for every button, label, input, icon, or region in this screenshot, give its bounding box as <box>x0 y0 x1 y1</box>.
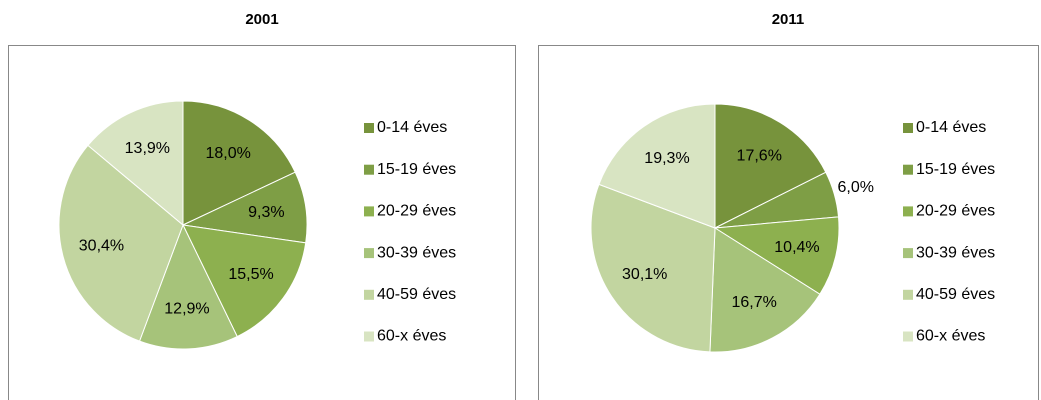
legend-swatch <box>903 206 913 217</box>
data-label: 6,0% <box>837 179 873 196</box>
legend-swatch <box>364 206 374 217</box>
pie-slice <box>590 183 716 353</box>
pie-slice <box>709 227 821 353</box>
legend-swatch <box>903 331 913 342</box>
pie-slice <box>87 100 184 227</box>
data-label: 13,9% <box>125 140 170 157</box>
legend-label: 0-14 éves <box>377 119 447 136</box>
legend-swatch <box>364 123 374 133</box>
legend-label: 15-19 éves <box>377 161 456 178</box>
data-label: 12,9% <box>164 300 209 317</box>
pie-slice <box>714 103 827 229</box>
pie-slice <box>713 216 840 295</box>
pie-slice <box>182 100 296 226</box>
data-label: 18,0% <box>205 145 250 162</box>
legend-swatch <box>903 289 913 300</box>
data-label: 10,4% <box>774 239 819 256</box>
data-label: 19,3% <box>644 150 689 167</box>
data-label: 16,7% <box>731 294 776 311</box>
legend-swatch <box>903 248 913 259</box>
legend-swatch <box>364 164 374 175</box>
legend-swatch <box>364 289 374 300</box>
pie-slice <box>598 103 716 229</box>
legend-label: 20-29 éves <box>916 203 995 220</box>
legend-swatch <box>903 123 913 133</box>
chart-title: 2011 <box>772 11 805 28</box>
data-label: 17,6% <box>737 147 782 164</box>
data-label: 30,1% <box>622 266 667 283</box>
legend-label: 60-x éves <box>916 328 985 345</box>
legend-swatch <box>903 164 913 175</box>
legend-label: 20-29 éves <box>377 203 456 220</box>
legend-label: 30-39 éves <box>916 244 995 261</box>
legend-label: 0-14 éves <box>916 119 986 136</box>
legend-label: 60-x éves <box>377 328 446 345</box>
legend-swatch <box>364 248 374 259</box>
legend-label: 40-59 éves <box>377 286 456 303</box>
chart-title: 2001 <box>245 11 278 28</box>
data-label: 30,4% <box>79 238 124 255</box>
legend-label: 15-19 éves <box>916 161 995 178</box>
data-label: 9,3% <box>248 204 284 221</box>
legend-swatch <box>364 331 374 342</box>
pie-slice <box>138 223 238 350</box>
pie-slice <box>58 144 184 342</box>
pie-slice <box>182 224 307 338</box>
data-label: 15,5% <box>228 266 273 283</box>
legend-label: 30-39 éves <box>377 244 456 261</box>
legend-label: 40-59 éves <box>916 286 995 303</box>
